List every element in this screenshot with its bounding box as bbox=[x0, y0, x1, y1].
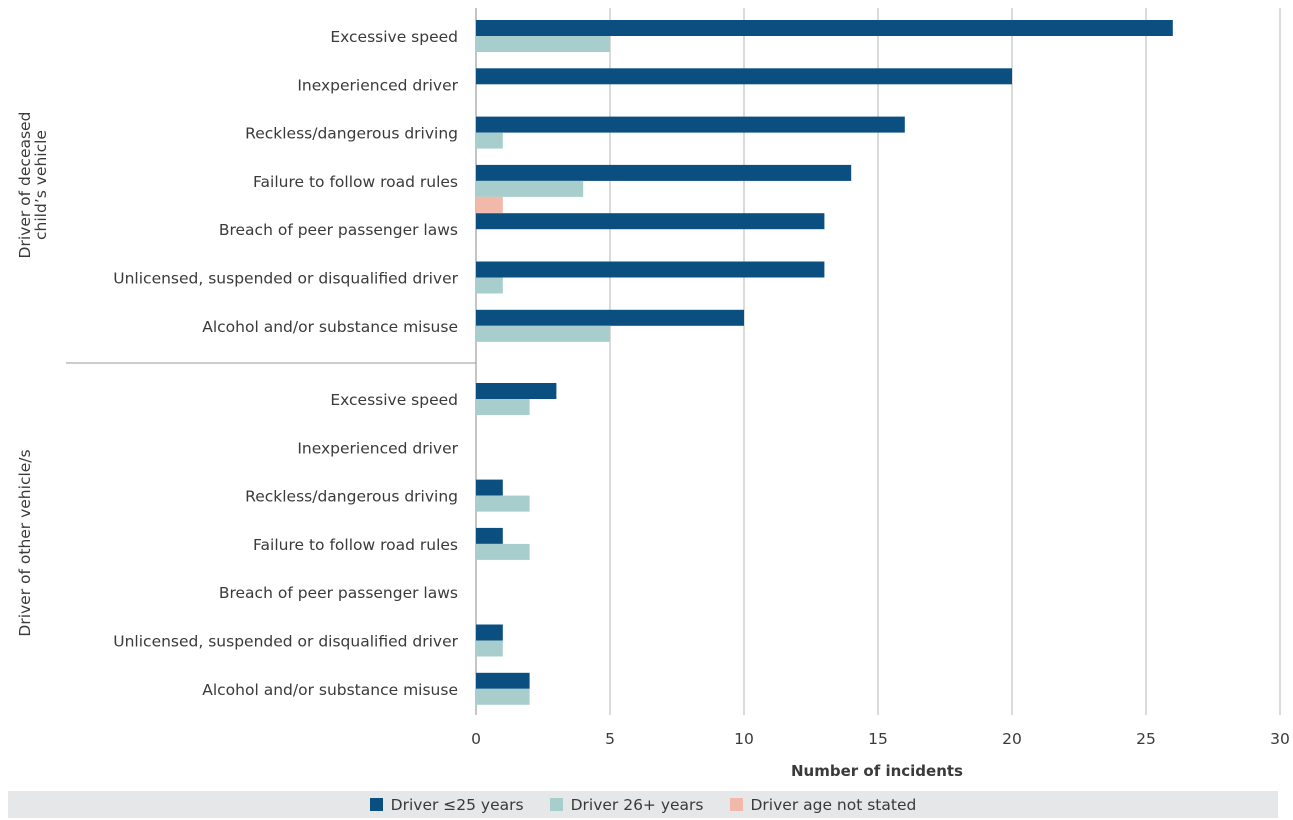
bars bbox=[476, 20, 1173, 705]
category-label: Breach of peer passenger laws bbox=[219, 221, 458, 239]
x-tick-label: 15 bbox=[868, 730, 888, 748]
category-label: Inexperienced driver bbox=[297, 76, 458, 94]
bar bbox=[476, 543, 530, 560]
bar bbox=[476, 277, 503, 294]
bar-chart: Excessive speed Inexperienced driver Reckl… bbox=[16, 8, 1290, 780]
legend-swatch bbox=[549, 798, 563, 811]
legend-label: Driver 26+ years bbox=[570, 795, 704, 814]
legend-label: Driver ≤25 years bbox=[390, 795, 524, 814]
category-label: Failure to follow road rules bbox=[253, 536, 458, 554]
bar bbox=[476, 20, 1173, 36]
x-tick-label: 10 bbox=[734, 730, 754, 748]
group-label: Driver of deceasedchild’s vehicle bbox=[16, 112, 50, 259]
bar bbox=[476, 688, 530, 705]
bar bbox=[476, 624, 503, 641]
category-label: Alcohol and/or substance misuse bbox=[202, 681, 458, 699]
x-tick-label: 30 bbox=[1270, 730, 1290, 748]
group-label: Driver of other vehicle/s bbox=[16, 449, 34, 636]
category-label: Excessive speed bbox=[330, 28, 458, 46]
bar bbox=[476, 325, 610, 342]
x-axis-title: Number of incidents bbox=[791, 762, 963, 780]
bar bbox=[476, 261, 825, 278]
category-labels: Excessive speed Inexperienced driver Reckl… bbox=[113, 28, 458, 699]
x-tick-label: 0 bbox=[471, 730, 481, 748]
bar bbox=[476, 495, 530, 512]
x-tick-label: 20 bbox=[1002, 730, 1022, 748]
bar bbox=[476, 180, 584, 197]
legend-label: Driver age not stated bbox=[750, 795, 917, 814]
bar bbox=[476, 383, 557, 399]
category-label: Failure to follow road rules bbox=[253, 173, 458, 191]
gridlines bbox=[475, 8, 1281, 715]
legend-item: Driver 26+ years bbox=[549, 795, 704, 814]
category-label: Reckless/dangerous driving bbox=[245, 125, 458, 143]
bar bbox=[476, 672, 530, 689]
bar bbox=[476, 196, 503, 213]
bar bbox=[476, 309, 744, 326]
bar bbox=[476, 399, 530, 415]
category-label: Reckless/dangerous driving bbox=[245, 488, 458, 506]
category-label: Unlicensed, suspended or disqualified dr… bbox=[113, 633, 458, 651]
category-label: Excessive speed bbox=[330, 391, 458, 409]
bar bbox=[476, 68, 1012, 85]
x-tick-label: 25 bbox=[1136, 730, 1156, 748]
legend-swatch bbox=[369, 798, 383, 811]
bar bbox=[476, 116, 905, 133]
bar bbox=[476, 527, 503, 544]
category-label: Unlicensed, suspended or disqualified dr… bbox=[113, 270, 458, 288]
bar bbox=[476, 640, 503, 657]
category-label: Alcohol and/or substance misuse bbox=[202, 318, 458, 336]
bar bbox=[476, 479, 503, 496]
bar bbox=[476, 164, 852, 181]
legend: Driver ≤25 years Driver 26+ years Driver a… bbox=[8, 791, 1278, 818]
legend-item: Driver ≤25 years bbox=[369, 795, 524, 814]
x-tick-labels: 0 5 10 15 20 25 30 bbox=[471, 730, 1290, 748]
category-label: Breach of peer passenger laws bbox=[219, 584, 458, 602]
bar bbox=[476, 132, 503, 149]
x-tick-label: 5 bbox=[605, 730, 615, 748]
bar bbox=[476, 213, 825, 230]
bar bbox=[476, 36, 610, 52]
legend-item: Driver age not stated bbox=[729, 795, 917, 814]
legend-swatch bbox=[729, 798, 743, 811]
category-label: Inexperienced driver bbox=[297, 439, 458, 457]
group-labels: Driver of deceasedchild’s vehicle Driver … bbox=[16, 112, 50, 637]
